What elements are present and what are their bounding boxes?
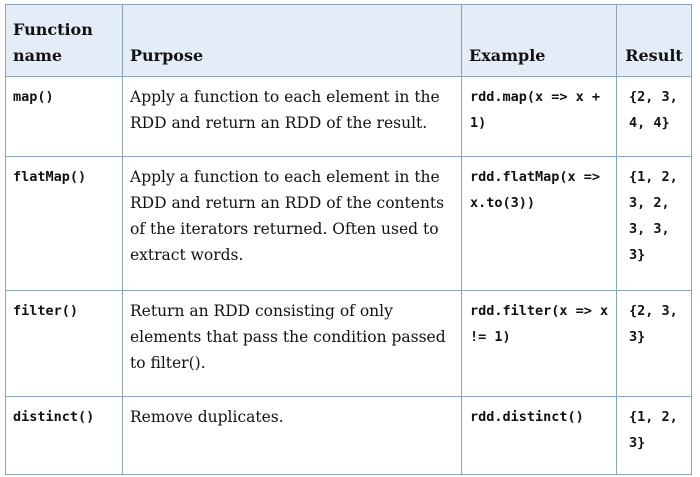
rdd-functions-table: Function name Purpose Example Result map… [5, 4, 692, 475]
purpose-cell: Return an RDD consisting of only element… [122, 290, 462, 397]
example-cell: rdd.distinct() [461, 396, 617, 475]
purpose-cell: Remove duplicates. [122, 396, 462, 475]
function-cell: flatMap() [5, 156, 123, 291]
table-header: Function name Purpose Example Result [5, 4, 692, 77]
header-row: Function name Purpose Example Result [5, 4, 692, 77]
function-cell: distinct() [5, 396, 123, 475]
function-cell: map() [5, 76, 123, 157]
result-cell: {1, 2, 3} [616, 396, 692, 475]
purpose-cell: Apply a function to each element in the … [122, 76, 462, 157]
table-row: distinct() Remove duplicates. rdd.distin… [5, 396, 692, 475]
example-cell: rdd.flatMap(x => x.to(3)) [461, 156, 617, 291]
header-example: Example [461, 4, 617, 77]
result-cell: {2, 3, 3} [616, 290, 692, 397]
example-cell: rdd.filter(x => x != 1) [461, 290, 617, 397]
result-cell: {2, 3, 4, 4} [616, 76, 692, 157]
purpose-cell: Apply a function to each element in the … [122, 156, 462, 291]
example-cell: rdd.map(x => x + 1) [461, 76, 617, 157]
table-row: flatMap() Apply a function to each eleme… [5, 156, 692, 291]
table-row: map() Apply a function to each element i… [5, 76, 692, 157]
rdd-functions-table-wrapper: Function name Purpose Example Result map… [5, 4, 692, 475]
result-cell: {1, 2, 3, 2, 3, 3, 3} [616, 156, 692, 291]
header-function-name: Function name [5, 4, 123, 77]
function-cell: filter() [5, 290, 123, 397]
header-result: Result [616, 4, 692, 77]
header-purpose: Purpose [122, 4, 462, 77]
table-row: filter() Return an RDD consisting of onl… [5, 290, 692, 397]
table-body: map() Apply a function to each element i… [5, 76, 692, 475]
